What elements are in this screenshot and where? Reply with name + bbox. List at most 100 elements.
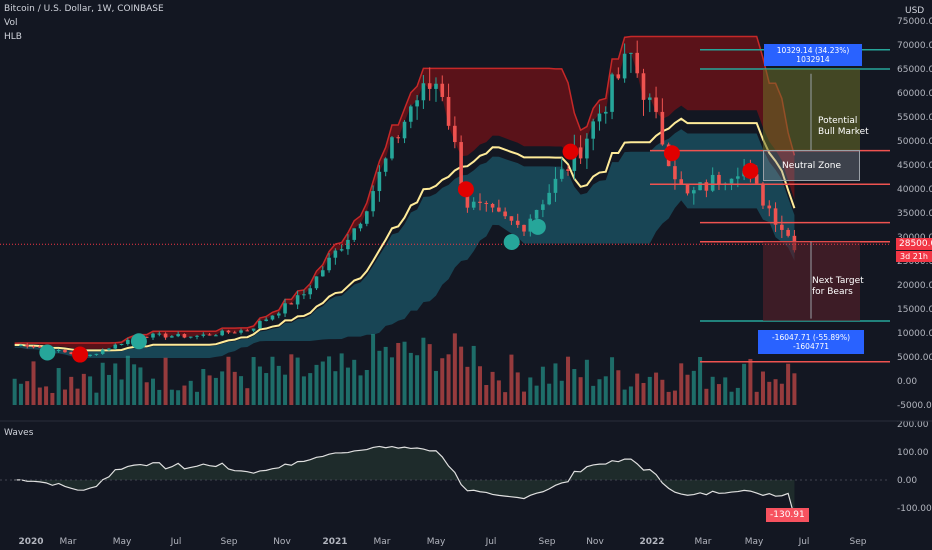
waves-indicator-label[interactable]: Waves <box>4 428 34 438</box>
candle-body <box>440 83 445 97</box>
upper-band-line <box>14 35 796 344</box>
volume-bar <box>610 357 615 405</box>
volume-bar <box>647 376 652 405</box>
candle-body <box>390 137 394 159</box>
volume-bar <box>188 380 193 405</box>
volume-bar <box>201 368 206 405</box>
volume-bar <box>760 371 765 405</box>
volume-bar <box>440 358 445 405</box>
volume-bar <box>748 358 753 405</box>
x-tick-label: Sep <box>539 537 556 547</box>
candle-body <box>453 125 457 143</box>
volume-bar <box>704 388 709 405</box>
volume-bar <box>660 379 665 405</box>
x-tick-label: May <box>745 537 764 547</box>
candle-body <box>673 166 677 180</box>
x-tick-label: 2020 <box>18 537 43 547</box>
candle-body <box>515 220 520 225</box>
volume-bar <box>427 344 432 405</box>
x-tick-label: Sep <box>850 537 867 547</box>
y-tick-label: 40000.00 <box>897 185 932 195</box>
bull-measure-label: 10329.14 (34.23%) 1032914 <box>764 44 862 66</box>
volume-bar <box>616 370 621 405</box>
buy-signal-marker <box>39 344 56 361</box>
candle-body <box>339 249 344 251</box>
candle-body <box>616 74 621 79</box>
osc-y-tick-label: 0.00 <box>897 476 917 486</box>
candle-body <box>704 182 709 191</box>
volume-bar <box>622 389 627 405</box>
candle-body <box>214 335 218 337</box>
candle-body <box>736 176 740 179</box>
candle-body <box>276 313 281 316</box>
volume-bar <box>572 369 577 405</box>
candle-body <box>100 350 105 354</box>
volume-bar <box>509 354 514 405</box>
sell-signal-marker <box>562 143 579 160</box>
volume-bar <box>540 366 545 405</box>
volume-bar <box>767 381 772 405</box>
oscillator-line <box>14 445 795 517</box>
candle-body <box>195 335 199 337</box>
volume-bar <box>415 355 420 405</box>
volume-bar <box>679 363 684 405</box>
candle-body <box>698 182 702 191</box>
volume-bar <box>408 352 413 405</box>
volume-bar <box>742 363 747 405</box>
candle-body <box>729 178 734 184</box>
volume-bar <box>119 379 124 405</box>
x-tick-label: Jul <box>170 537 182 547</box>
oscillator-area <box>14 446 795 517</box>
y-tick-label: 15000.00 <box>897 305 932 315</box>
candle-body <box>396 137 401 139</box>
y-tick-label: 35000.00 <box>897 209 932 219</box>
y-tick-label: 50000.00 <box>897 137 932 147</box>
volume-bar <box>723 377 728 405</box>
candle-body <box>685 184 690 194</box>
candle-body <box>761 183 765 206</box>
x-tick-label: Nov <box>586 537 604 547</box>
hlb-indicator-label[interactable]: HLB <box>4 32 22 42</box>
bear-measure-label: -16047.71 (-55.89%) -1604771 <box>758 330 864 354</box>
candle-body <box>201 334 206 336</box>
candle-body <box>283 303 287 314</box>
volume-bar <box>528 377 533 405</box>
volume-bar <box>232 371 237 405</box>
candle-body <box>446 96 451 126</box>
candle-body <box>251 328 256 331</box>
volume-bar <box>301 376 306 405</box>
volume-bar <box>169 389 174 405</box>
neutral-zone-box: Neutral Zone <box>763 150 860 181</box>
volume-bar <box>132 364 137 405</box>
bear-cloud <box>14 36 795 349</box>
volume-bar <box>691 370 696 405</box>
candle-body <box>163 333 168 338</box>
volume-bar <box>547 383 552 405</box>
candle-body <box>144 336 149 338</box>
volume-bar <box>534 385 539 405</box>
candle-body <box>402 121 407 139</box>
y-tick-label: 55000.00 <box>897 113 932 123</box>
candle-body <box>553 178 558 193</box>
candle-body <box>289 303 294 305</box>
volume-bar <box>553 363 558 405</box>
candle-body <box>692 190 696 194</box>
volume-bar <box>270 356 275 405</box>
volume-bar <box>295 357 300 405</box>
osc-y-tick-label: -100.00 <box>897 504 932 514</box>
candle-body <box>333 250 338 258</box>
candle-body <box>314 276 319 289</box>
candle-body <box>207 334 212 336</box>
vol-indicator-label[interactable]: Vol <box>4 18 18 28</box>
candle-body <box>25 344 30 347</box>
volume-bar <box>459 346 464 405</box>
y-tick-label: 70000.00 <box>897 41 932 51</box>
candle-body <box>170 336 174 338</box>
x-tick-label: Mar <box>695 537 712 547</box>
y-tick-label: 10000.00 <box>897 329 932 339</box>
volume-bar <box>12 378 17 405</box>
volume-bar <box>106 374 111 405</box>
volume-bar <box>559 380 564 405</box>
volume-bar <box>339 353 344 405</box>
